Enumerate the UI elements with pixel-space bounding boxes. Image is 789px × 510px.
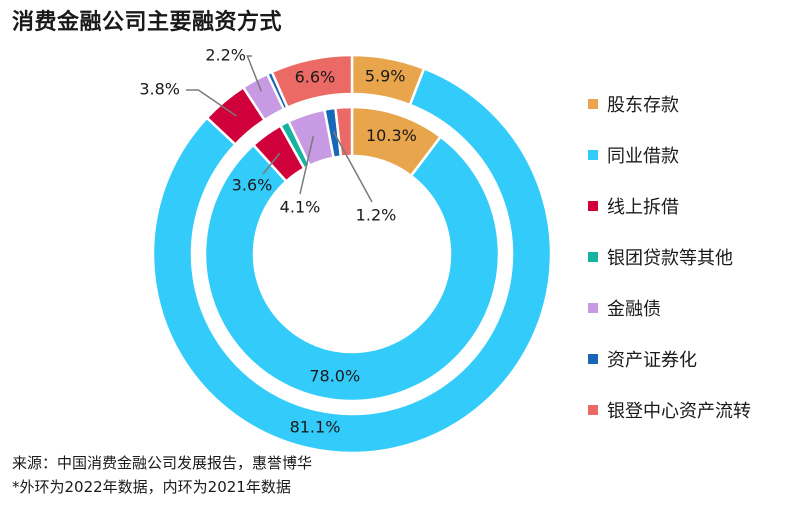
leader-lines [186,55,373,203]
legend-label: 同业借款 [607,145,679,167]
legend-swatch [588,98,598,109]
legend-item-线上拆借: 线上拆借 [588,180,751,231]
chart-title: 消费金融公司主要融资方式 [12,10,283,35]
legend-swatch [588,149,598,160]
inner-label-资产证券化: 1.2% [356,206,397,225]
legend-item-股东存款: 股东存款 [588,78,751,129]
legend-swatch [588,200,598,211]
legend-swatch [588,353,598,364]
outer-slice-同业借款 [151,66,553,455]
inner-slice-同业借款 [203,134,501,403]
outer-ring-2022 [151,53,553,455]
leader-outer-金融债 [246,55,263,92]
legend-swatch [588,251,598,262]
legend-item-金融债: 金融债 [588,282,751,333]
legend-item-资产证券化: 资产证券化 [588,333,751,384]
legend-label: 资产证券化 [607,349,697,371]
legend-item-银团贷款等其他: 银团贷款等其他 [588,231,751,282]
footer: 来源：中国消费金融公司发展报告，惠誉博华 *外环为2022年数据，内环为2021… [12,451,312,499]
leader-outer-线上拆借 [186,89,237,117]
outer-label-线上拆借: 3.8% [139,80,180,99]
legend-label: 金融债 [607,298,661,320]
inner-ring-2021 [203,105,501,403]
legend-swatch [588,404,598,415]
inner-label-线上拆借: 3.6% [232,176,273,195]
outer-label-股东存款: 5.9% [365,67,406,86]
leader-inner-金融债 [299,136,315,195]
legend-item-同业借款: 同业借款 [588,129,751,180]
outer-label-同业借款: 81.1% [290,418,341,437]
source-note: 来源：中国消费金融公司发展报告，惠誉博华 [12,454,313,472]
outer-slice-银登中心资产流转 [270,53,354,110]
leader-inner-线上拆借 [262,152,281,175]
ring-note: *外环为2022年数据，内环为2021年数据 [12,478,291,496]
legend-item-银登中心资产流转: 银登中心资产流转 [588,384,751,435]
legend: 股东存款同业借款线上拆借银团贷款等其他 金融债资产证券化银登中心资产流转 [588,78,751,435]
inner-label-股东存款: 10.3% [366,126,417,145]
legend-label: 股东存款 [607,94,679,116]
inner-label-金融债: 4.1% [280,198,321,217]
outer-label-金融债: 2.2% [205,46,246,65]
legend-label: 线上拆借 [607,196,679,218]
legend-swatch [588,302,598,313]
inner-label-同业借款: 78.0% [309,366,360,385]
legend-label: 银登中心资产流转 [607,400,751,422]
data-labels: 5.9% 81.1% 6.6% 3.8% 2.2% 10.3% 78.0% 3.6% 4.1% 1… [139,46,416,437]
leader-inner-资产证券化 [332,131,373,203]
outer-label-银登中心资产流转: 6.6% [295,67,336,86]
legend-label: 银团贷款等其他 [607,247,733,269]
